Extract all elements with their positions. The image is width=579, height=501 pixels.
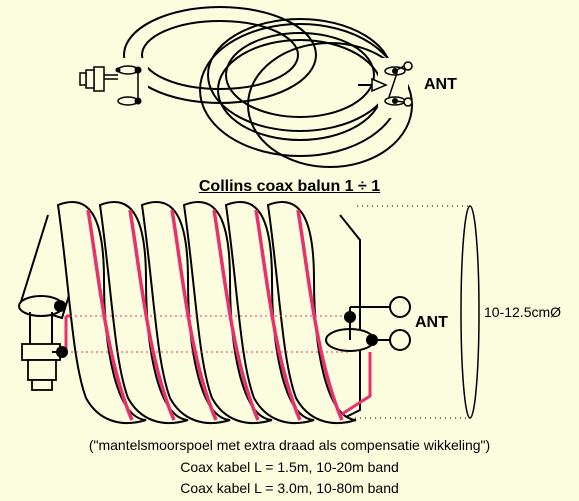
bottom-ant-terminal bbox=[389, 329, 411, 351]
bottom-antenna-label: ANT bbox=[415, 314, 448, 331]
bottom-left-junction bbox=[54, 300, 66, 312]
top-coax-connector-icon bbox=[79, 66, 105, 92]
bottom-coax-coil bbox=[18, 201, 361, 424]
caption-cable-length-2: Coax kabel L = 3.0m, 10-80m band bbox=[180, 480, 399, 496]
diameter-indicator bbox=[460, 205, 480, 419]
top-left-junction bbox=[115, 67, 121, 73]
caption-description: ("mantelsmoorspoel met extra draad als c… bbox=[88, 437, 491, 453]
bottom-right-junction bbox=[344, 311, 356, 323]
bottom-coax-connector-icon bbox=[21, 343, 61, 391]
top-left-coax-end bbox=[100, 65, 139, 106]
compensation-winding bbox=[86, 209, 344, 421]
top-antenna-label: ANT bbox=[424, 76, 457, 93]
bottom-left-coax-end bbox=[18, 295, 64, 350]
bottom-left-junction bbox=[56, 346, 68, 358]
top-right-junction bbox=[392, 68, 398, 74]
diameter-label: 10-12.5cmØ bbox=[484, 304, 562, 320]
top-coax-coil bbox=[123, 6, 413, 168]
caption-cable-length-1: Coax kabel L = 1.5m, 10-20m band bbox=[180, 459, 399, 475]
top-ant-terminal bbox=[403, 61, 413, 71]
bottom-right-coax-end bbox=[325, 306, 398, 352]
bottom-ant-terminal bbox=[389, 296, 411, 318]
top-ant-terminal bbox=[403, 97, 413, 107]
diagram-title: Collins coax balun 1 ÷ 1 bbox=[198, 178, 381, 195]
bottom-right-junction bbox=[366, 334, 378, 346]
top-left-junction bbox=[134, 66, 142, 74]
top-left-junction bbox=[134, 97, 142, 105]
top-right-junction bbox=[392, 98, 398, 104]
arrow-icon bbox=[358, 77, 388, 93]
compensation-wire bbox=[341, 352, 372, 416]
